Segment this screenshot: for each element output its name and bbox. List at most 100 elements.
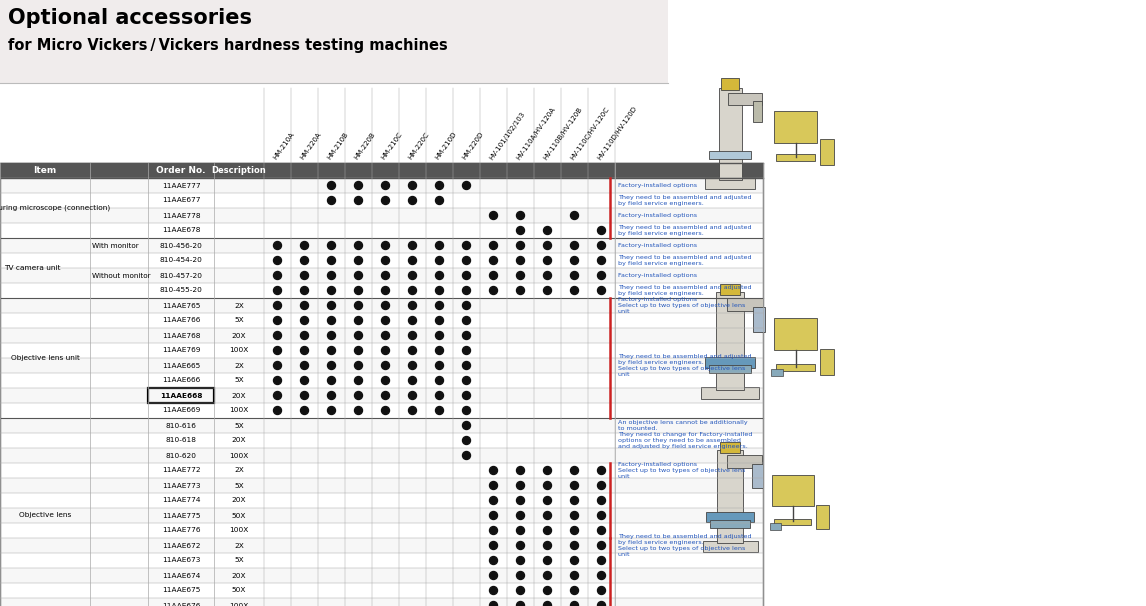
Circle shape [408, 331, 416, 339]
Circle shape [463, 362, 471, 370]
Circle shape [463, 422, 471, 430]
Text: HV-110C/HV-120C: HV-110C/HV-120C [570, 106, 611, 161]
Circle shape [328, 407, 336, 415]
Circle shape [597, 542, 605, 550]
Circle shape [543, 496, 551, 505]
Bar [0, 433, 763, 448]
Circle shape [435, 362, 444, 370]
Circle shape [597, 482, 605, 490]
Circle shape [543, 511, 551, 519]
Circle shape [328, 316, 336, 324]
Text: 100X: 100X [229, 347, 249, 353]
Bar [0, 463, 763, 478]
Circle shape [571, 496, 579, 505]
Text: Factory-installed options: Factory-installed options [618, 243, 697, 248]
Circle shape [408, 302, 416, 310]
Circle shape [408, 316, 416, 324]
Circle shape [435, 242, 444, 250]
Circle shape [571, 211, 579, 219]
Text: 100X: 100X [229, 453, 249, 459]
Bar [776, 364, 815, 371]
Text: 100X: 100X [229, 407, 249, 413]
Circle shape [382, 182, 390, 190]
Circle shape [328, 271, 336, 279]
Circle shape [543, 467, 551, 474]
Circle shape [382, 196, 390, 204]
Text: 5X: 5X [234, 422, 244, 428]
Text: HV-101/102/103: HV-101/102/103 [488, 111, 526, 161]
Text: Factory-installed options
Select up to two types of objective lens
unit: Factory-installed options Select up to t… [618, 462, 745, 479]
Circle shape [328, 242, 336, 250]
Circle shape [517, 467, 525, 474]
Bar [709, 365, 751, 373]
Text: 810-457-20: 810-457-20 [159, 273, 203, 279]
Bar [0, 328, 763, 343]
Circle shape [435, 256, 444, 264]
Bar [0, 418, 763, 433]
Circle shape [408, 256, 416, 264]
Text: Factory-installed options: Factory-installed options [618, 273, 697, 278]
Circle shape [408, 182, 416, 190]
Bar [776, 154, 815, 161]
Text: 810-456-20: 810-456-20 [159, 242, 203, 248]
Text: 11AAE666: 11AAE666 [162, 378, 201, 384]
Circle shape [571, 271, 579, 279]
Circle shape [274, 316, 282, 324]
Text: Optional accessories: Optional accessories [8, 8, 252, 28]
Circle shape [517, 542, 525, 550]
Text: 20X: 20X [231, 333, 246, 339]
Circle shape [517, 256, 525, 264]
Circle shape [517, 571, 525, 579]
Circle shape [300, 331, 308, 339]
Bar [819, 349, 833, 375]
Text: TV camera unit: TV camera unit [3, 265, 61, 271]
Circle shape [354, 331, 362, 339]
Bar [774, 110, 817, 142]
Text: Objective lens: Objective lens [18, 513, 71, 519]
Bar [702, 541, 758, 552]
Text: 20X: 20X [231, 498, 246, 504]
Circle shape [489, 496, 497, 505]
Circle shape [354, 407, 362, 415]
Circle shape [597, 496, 605, 505]
Bar [753, 307, 764, 332]
Bar [0, 253, 763, 268]
Circle shape [435, 196, 444, 204]
Circle shape [517, 242, 525, 250]
Bar [705, 177, 755, 188]
Text: 20X: 20X [231, 573, 246, 579]
Circle shape [463, 302, 471, 310]
Text: Factory-installed options
Select up to two types of objective lens
unit: Factory-installed options Select up to t… [618, 297, 745, 314]
Circle shape [435, 287, 444, 295]
Text: HM-210C: HM-210C [380, 132, 403, 161]
Circle shape [543, 242, 551, 250]
Circle shape [463, 242, 471, 250]
Circle shape [300, 391, 308, 399]
Circle shape [543, 542, 551, 550]
Circle shape [489, 602, 497, 606]
Text: 2X: 2X [234, 302, 244, 308]
Circle shape [354, 256, 362, 264]
Circle shape [489, 587, 497, 594]
Text: 11AAE773: 11AAE773 [162, 482, 201, 488]
Circle shape [571, 256, 579, 264]
Circle shape [489, 556, 497, 565]
Text: They need to be assembled and adjusted
by field service engineers.
Select up to : They need to be assembled and adjusted b… [618, 354, 752, 377]
Circle shape [274, 391, 282, 399]
Circle shape [543, 527, 551, 534]
Circle shape [463, 331, 471, 339]
Text: Item: Item [33, 166, 56, 175]
Text: HM-220B: HM-220B [354, 132, 377, 161]
Circle shape [597, 571, 605, 579]
Circle shape [354, 302, 362, 310]
Bar [0, 223, 763, 238]
Circle shape [489, 467, 497, 474]
Circle shape [354, 271, 362, 279]
Circle shape [571, 242, 579, 250]
Bar [752, 464, 763, 488]
Text: HM-210A: HM-210A [273, 132, 296, 161]
Text: 11AAE675: 11AAE675 [162, 587, 201, 593]
Text: They need to be assembled and adjusted
by field service engineers.: They need to be assembled and adjusted b… [618, 285, 752, 296]
Circle shape [408, 362, 416, 370]
Bar [0, 598, 763, 606]
